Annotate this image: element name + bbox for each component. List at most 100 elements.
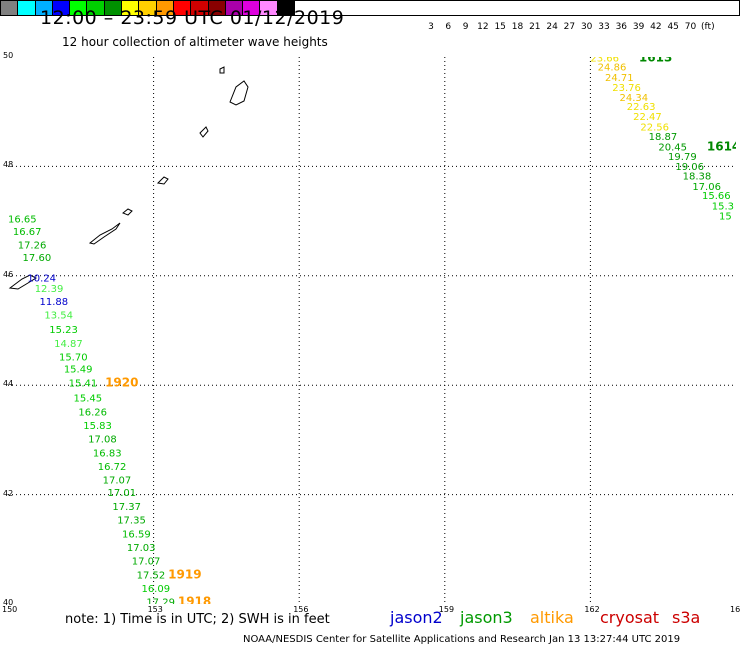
wave-height-label: 16.72 bbox=[98, 462, 127, 473]
color-swatch bbox=[122, 1, 140, 15]
color-swatch bbox=[277, 1, 296, 15]
wave-height-label: 22.56 bbox=[640, 122, 669, 133]
color-scale-label: 18 bbox=[511, 22, 524, 32]
color-swatch bbox=[104, 1, 123, 15]
wave-height-label: 16.26 bbox=[78, 407, 107, 418]
wave-height-label: 16.67 bbox=[13, 227, 42, 238]
y-tick-label: 40 bbox=[3, 598, 14, 607]
color-swatch bbox=[260, 1, 278, 15]
wave-height-label: 17.52 bbox=[137, 570, 166, 581]
pass-time-label: 1920 bbox=[105, 375, 138, 389]
wave-height-label: 16.83 bbox=[93, 448, 122, 459]
wave-height-label: 15.66 bbox=[702, 191, 731, 202]
wave-height-label: 17.03 bbox=[127, 543, 156, 554]
wave-height-label: 24.34 bbox=[620, 93, 649, 104]
wave-height-label: 15.70 bbox=[59, 353, 88, 364]
wave-height-label: 14.87 bbox=[54, 339, 83, 350]
color-swatch bbox=[52, 1, 71, 15]
color-scale-label: 30 bbox=[580, 22, 593, 32]
wave-height-label: 11.88 bbox=[40, 297, 69, 308]
island-6 bbox=[229, 80, 249, 106]
wave-height-label: 16.65 bbox=[8, 215, 37, 226]
color-scale-label: 3 bbox=[428, 22, 434, 32]
color-scale-label: 70 bbox=[684, 22, 697, 32]
wave-height-label: 15 bbox=[719, 211, 732, 222]
x-tick-label: 165 bbox=[730, 605, 740, 614]
wave-height-label: 10.24 bbox=[27, 273, 56, 284]
color-swatch bbox=[243, 1, 261, 15]
pass-time-label: 1919 bbox=[168, 567, 201, 581]
legend-altika: altika bbox=[530, 608, 574, 627]
color-swatch bbox=[208, 1, 226, 15]
wave-height-label: 17.26 bbox=[18, 240, 47, 251]
color-swatch bbox=[225, 1, 244, 15]
color-scale-label: 33 bbox=[598, 22, 610, 32]
map-canvas: 23.66 161324.8624.7123.7624.3422.6322.472… bbox=[8, 50, 740, 609]
wave-height-label: 15.45 bbox=[74, 394, 103, 405]
wave-height-label: 23.66 bbox=[590, 57, 619, 64]
wave-height-label: 16.59 bbox=[122, 529, 151, 540]
color-swatch bbox=[18, 1, 36, 15]
wave-height-label: 17.29 bbox=[146, 598, 175, 604]
color-scale-label: 15 bbox=[494, 22, 506, 32]
wave-height-label: 24.71 bbox=[605, 73, 634, 84]
y-tick-label: 50 bbox=[3, 51, 14, 60]
wave-height-label: 24.86 bbox=[598, 63, 627, 74]
color-scale-label: 39 bbox=[632, 22, 645, 32]
wave-height-label: 16.09 bbox=[141, 584, 170, 595]
map-title: 12:00 – 23:59 UTC 01/12/2019 bbox=[40, 7, 345, 29]
wave-height-label: 20.45 bbox=[658, 143, 687, 154]
color-scale-label: 9 bbox=[462, 22, 469, 32]
wave-height-label: 15.49 bbox=[64, 365, 93, 376]
wave-height-label: 15.23 bbox=[49, 325, 78, 336]
x-tick-label: 159 bbox=[438, 605, 455, 614]
color-swatch bbox=[1, 1, 19, 15]
wave-height-label: 17.60 bbox=[23, 253, 52, 264]
color-scale-label: (ft) bbox=[701, 22, 715, 32]
wave-height-label: 17.37 bbox=[112, 502, 141, 513]
color-scale-label: 21 bbox=[529, 22, 541, 32]
pass-time-label: 1918 bbox=[178, 595, 211, 604]
color-swatch bbox=[191, 1, 209, 15]
color-swatch bbox=[87, 1, 105, 15]
color-swatch bbox=[156, 1, 174, 15]
legend-jason3: jason3 bbox=[460, 608, 513, 627]
color-scale-label: 24 bbox=[546, 22, 558, 32]
grid-lines bbox=[8, 57, 736, 604]
color-swatch bbox=[139, 1, 157, 15]
wave-height-label: 19.79 bbox=[668, 152, 697, 163]
y-tick-label: 46 bbox=[3, 269, 14, 279]
wave-height-label: 17.06 bbox=[692, 182, 721, 193]
x-tick-label: 153 bbox=[147, 605, 163, 614]
wave-height-label: 17.07 bbox=[132, 557, 161, 568]
y-tick-label: 48 bbox=[3, 160, 14, 170]
color-scale-label: 12 bbox=[477, 22, 489, 32]
coastline bbox=[8, 66, 249, 290]
credit-line: NOAA/NESDIS Center for Satellite Applica… bbox=[243, 634, 681, 645]
legend-s3a: s3a bbox=[672, 608, 701, 627]
x-tick-label: 162 bbox=[584, 605, 600, 614]
y-tick-label: 44 bbox=[3, 379, 14, 389]
legend-jason2: jason2 bbox=[390, 608, 443, 627]
wave-height-label: 18.87 bbox=[649, 132, 678, 143]
x-tick-label: 150 bbox=[2, 605, 18, 614]
island-4 bbox=[156, 176, 169, 185]
color-scale-label: 27 bbox=[563, 22, 576, 32]
wave-height-label: 17.01 bbox=[107, 488, 136, 499]
wave-height-label: 17.08 bbox=[88, 435, 117, 446]
color-scale-label: 6 bbox=[445, 22, 452, 32]
map-plot-area: 23.66 1613 24.86 24.71 23.76 24.34 22.63 22.47 2… bbox=[2, 50, 740, 614]
color-scale-label: 45 bbox=[667, 22, 679, 32]
wave-height-label: 17.35 bbox=[117, 516, 146, 527]
color-swatch bbox=[173, 1, 192, 15]
wave-height-label: 17.07 bbox=[103, 476, 132, 487]
wave-height-label: 15.83 bbox=[83, 421, 112, 432]
wave-height-label: 18.38 bbox=[683, 172, 712, 183]
legend-cryosat: cryosat bbox=[600, 608, 660, 627]
wave-height-label: 12.39 bbox=[35, 284, 64, 295]
color-scale-label: 36 bbox=[615, 22, 628, 32]
color-scale-label: 42 bbox=[650, 22, 662, 32]
wave-height-label: 22.63 bbox=[627, 102, 656, 113]
island-5 bbox=[199, 126, 209, 138]
footnote: note: 1) Time is in UTC; 2) SWH is in fe… bbox=[65, 612, 330, 627]
